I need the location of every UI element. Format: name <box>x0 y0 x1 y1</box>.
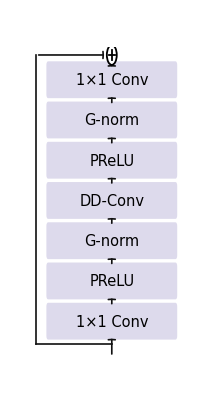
Text: PReLU: PReLU <box>89 153 134 168</box>
FancyBboxPatch shape <box>46 102 177 139</box>
Text: G-norm: G-norm <box>84 113 139 128</box>
Text: PReLU: PReLU <box>89 274 134 289</box>
FancyBboxPatch shape <box>46 303 177 340</box>
FancyBboxPatch shape <box>46 182 177 219</box>
Circle shape <box>107 46 117 66</box>
Text: 1×1 Conv: 1×1 Conv <box>76 314 148 329</box>
Text: 1×1 Conv: 1×1 Conv <box>76 73 148 88</box>
FancyBboxPatch shape <box>46 142 177 179</box>
FancyBboxPatch shape <box>46 223 177 259</box>
FancyBboxPatch shape <box>46 62 177 99</box>
Text: DD-Conv: DD-Conv <box>79 193 144 209</box>
FancyBboxPatch shape <box>46 263 177 300</box>
Text: G-norm: G-norm <box>84 234 139 249</box>
